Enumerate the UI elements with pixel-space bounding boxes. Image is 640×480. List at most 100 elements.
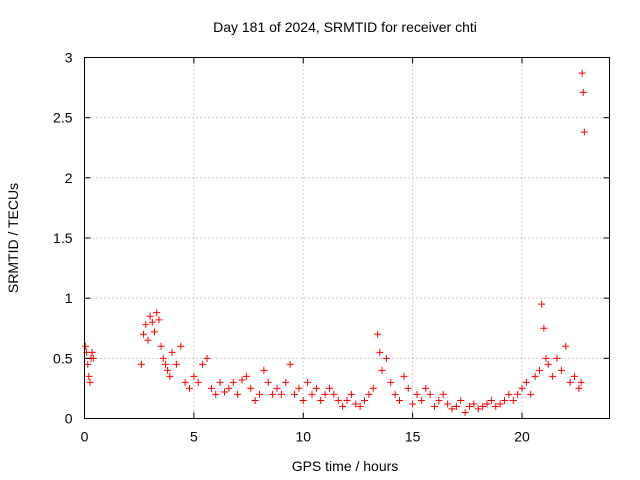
data-point — [140, 330, 148, 338]
data-point — [299, 396, 307, 404]
data-point — [273, 384, 281, 392]
data-point — [501, 396, 508, 404]
data-point — [413, 390, 421, 398]
y-tick-label: 3 — [65, 50, 73, 66]
data-point — [356, 402, 364, 410]
data-point — [448, 405, 456, 413]
data-point — [157, 342, 165, 350]
y-tick-label: 1.5 — [53, 230, 73, 246]
data-point — [225, 384, 233, 392]
data-point — [527, 390, 535, 398]
data-point — [435, 396, 443, 404]
x-tick-label: 0 — [81, 429, 89, 445]
data-point — [146, 312, 154, 320]
data-point — [557, 366, 565, 374]
x-tick-label: 5 — [190, 429, 198, 445]
data-point — [168, 348, 176, 356]
data-point — [352, 400, 360, 408]
data-point — [142, 321, 150, 329]
data-point — [339, 402, 347, 410]
data-point — [577, 378, 585, 386]
data-point — [137, 360, 145, 368]
data-point — [369, 384, 377, 392]
data-point — [186, 384, 193, 392]
data-point — [536, 366, 543, 374]
data-point — [260, 366, 268, 374]
data-point — [347, 390, 355, 398]
data-point — [431, 402, 438, 410]
data-point — [391, 390, 399, 398]
data-point — [575, 384, 583, 392]
data-point — [199, 360, 207, 368]
data-point — [264, 378, 272, 386]
data-point — [404, 384, 412, 392]
data-point — [242, 372, 250, 380]
data-point — [334, 396, 342, 404]
data-point — [312, 384, 320, 392]
data-point — [466, 402, 473, 410]
data-point — [382, 354, 390, 362]
x-tick-label: 15 — [405, 429, 421, 445]
data-point — [343, 396, 351, 404]
data-point — [361, 396, 368, 404]
data-point — [417, 396, 425, 404]
data-point — [153, 309, 161, 317]
data-point — [330, 390, 338, 398]
axis-ticks: 0 0.5 1 1.5 2 2.5 3 0 5 10 15 20 — [53, 50, 610, 445]
data-point — [542, 354, 550, 362]
data-point — [216, 378, 224, 386]
y-tick-label: 2 — [65, 170, 73, 186]
data-point — [378, 366, 386, 374]
data-point — [439, 390, 447, 398]
data-point — [88, 348, 96, 356]
data-point — [148, 318, 156, 326]
data-point — [304, 378, 312, 386]
data-point — [207, 384, 215, 392]
data-point — [282, 378, 290, 386]
data-point — [461, 408, 469, 416]
data-point — [549, 372, 557, 380]
data-point — [492, 402, 500, 410]
data-point — [84, 360, 92, 368]
data-point — [321, 390, 329, 398]
grid-layer — [84, 57, 610, 419]
data-point — [452, 402, 460, 410]
data-point — [212, 390, 220, 398]
y-tick-label: 2.5 — [53, 110, 73, 126]
data-point — [277, 390, 285, 398]
data-point — [144, 336, 152, 344]
data-point — [151, 328, 158, 336]
data-point — [422, 384, 430, 392]
data-point — [234, 390, 242, 398]
data-point — [578, 69, 586, 77]
data-point — [291, 390, 298, 398]
data-point — [166, 372, 174, 380]
data-point — [269, 390, 277, 398]
data-point — [387, 378, 395, 386]
data-point — [194, 378, 202, 386]
y-axis-label: SRMTID / TECUs — [5, 183, 21, 293]
data-point — [514, 390, 522, 398]
data-point — [562, 342, 570, 350]
data-point — [181, 378, 189, 386]
data-point — [238, 376, 246, 384]
data-point — [164, 366, 172, 374]
data-point — [308, 390, 316, 398]
data-point — [155, 316, 163, 324]
data-point — [544, 360, 552, 368]
data-point — [376, 348, 384, 356]
data-point — [505, 390, 513, 398]
data-point — [251, 396, 259, 404]
data-point — [374, 330, 382, 338]
data-point — [571, 372, 578, 380]
y-tick-label: 0 — [65, 411, 73, 427]
data-point — [457, 396, 465, 404]
data-point — [317, 396, 325, 404]
data-point — [496, 400, 504, 408]
data-point — [295, 384, 303, 392]
data-point — [522, 378, 530, 386]
data-point — [509, 396, 517, 404]
data-point — [286, 360, 294, 368]
data-point — [159, 354, 167, 362]
